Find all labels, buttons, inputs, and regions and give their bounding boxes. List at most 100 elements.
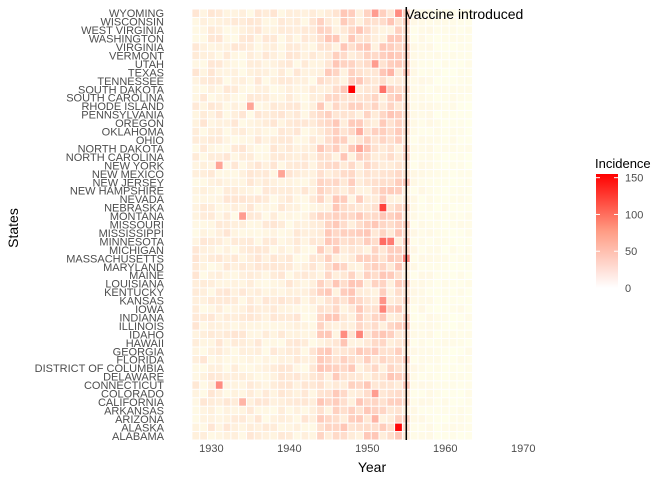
- heatmap-cell: [231, 339, 239, 347]
- y-tick-label: WYOMING: [109, 8, 164, 20]
- heatmap-cell: [246, 364, 254, 372]
- heatmap-cell: [441, 51, 449, 60]
- heatmap-cell: [317, 389, 324, 398]
- heatmap-cell: [192, 68, 200, 77]
- heatmap-cell: [348, 34, 356, 43]
- heatmap-cell: [293, 229, 301, 237]
- heatmap-cell: [332, 178, 340, 186]
- heatmap-cell: [465, 271, 473, 279]
- heatmap-cell: [246, 313, 254, 322]
- heatmap-cell: [293, 415, 301, 423]
- heatmap-cell: [340, 423, 348, 432]
- heatmap-cell: [441, 119, 449, 127]
- heatmap-cell: [418, 296, 426, 305]
- heatmap-cell: [285, 355, 293, 364]
- heatmap-cell: [387, 9, 395, 17]
- heatmap-cell: [231, 229, 239, 237]
- heatmap-cell: [246, 212, 254, 220]
- heatmap-cell: [363, 246, 371, 254]
- heatmap-cell: [317, 60, 324, 68]
- heatmap-cell: [332, 136, 340, 144]
- heatmap-cell: [465, 68, 473, 77]
- heatmap-cell: [395, 322, 402, 330]
- heatmap-cell: [387, 77, 395, 85]
- heatmap-cell: [418, 381, 426, 389]
- heatmap-cell: [200, 110, 207, 119]
- heatmap-cell: [293, 246, 301, 254]
- y-axis-tick-labels: ALABAMAALASKAARIZONAARKANSASCALIFORNIACO…: [35, 8, 165, 443]
- heatmap-cell: [293, 68, 301, 77]
- heatmap-cell: [426, 279, 434, 288]
- heatmap-cell: [418, 372, 426, 381]
- heatmap-cell: [200, 288, 207, 296]
- heatmap-cell: [270, 9, 278, 17]
- heatmap-cell: [200, 237, 207, 246]
- heatmap-cell: [192, 203, 200, 212]
- heatmap-cell: [324, 60, 332, 68]
- heatmap-cell: [278, 271, 285, 279]
- heatmap-cell: [395, 195, 402, 203]
- heatmap-cell: [215, 94, 223, 102]
- heatmap-cell: [223, 263, 231, 271]
- y-tick-label: NEBRASKA: [104, 203, 165, 215]
- heatmap-cell: [207, 271, 215, 279]
- heatmap-cell: [309, 406, 317, 415]
- heatmap-cell: [426, 322, 434, 330]
- heatmap-cell: [324, 85, 332, 94]
- heatmap-cell: [215, 144, 223, 153]
- heatmap-cell: [239, 423, 246, 432]
- heatmap-cell: [254, 51, 262, 60]
- heatmap-cell: [301, 119, 309, 127]
- heatmap-cell: [410, 178, 418, 186]
- heatmap-cell: [231, 17, 239, 26]
- heatmap-cell: [457, 381, 465, 389]
- heatmap-cell: [324, 415, 332, 423]
- heatmap-cell: [371, 237, 379, 246]
- heatmap-cell: [239, 389, 246, 398]
- heatmap-cell: [270, 372, 278, 381]
- heatmap-cell: [465, 203, 473, 212]
- heatmap-cell: [293, 364, 301, 372]
- heatmap-cell: [379, 161, 387, 170]
- heatmap-cell: [465, 51, 473, 60]
- heatmap-cell: [449, 110, 457, 119]
- heatmap-cell: [200, 178, 207, 186]
- heatmap-cell: [340, 43, 348, 51]
- heatmap-cell: [223, 212, 231, 220]
- heatmap-cell: [231, 144, 239, 153]
- heatmap-cell: [231, 34, 239, 43]
- heatmap-cell: [340, 144, 348, 153]
- heatmap-cell: [332, 17, 340, 26]
- heatmap-cell: [356, 313, 363, 322]
- heatmap-cell: [356, 330, 363, 339]
- heatmap-cell: [332, 322, 340, 330]
- heatmap-cell: [301, 220, 309, 229]
- heatmap-cell: [363, 415, 371, 423]
- heatmap-cell: [223, 77, 231, 85]
- heatmap-cell: [317, 372, 324, 381]
- heatmap-cell: [301, 110, 309, 119]
- heatmap-cell: [192, 288, 200, 296]
- heatmap-cell: [363, 313, 371, 322]
- heatmap-cell: [387, 432, 395, 440]
- heatmap-cell: [231, 77, 239, 85]
- heatmap-cell: [395, 271, 402, 279]
- heatmap-cell: [426, 153, 434, 161]
- heatmap-cell: [371, 51, 379, 60]
- heatmap-cell: [371, 161, 379, 170]
- heatmap-cell: [410, 170, 418, 178]
- heatmap-cell: [309, 68, 317, 77]
- heatmap-cell: [457, 186, 465, 195]
- heatmap-cell: [441, 339, 449, 347]
- heatmap-cell: [207, 85, 215, 94]
- heatmap-cell: [387, 17, 395, 26]
- heatmap-cell: [239, 77, 246, 85]
- heatmap-cell: [223, 271, 231, 279]
- heatmap-cell: [395, 220, 402, 229]
- heatmap-cell: [418, 144, 426, 153]
- heatmap-cell: [262, 406, 270, 415]
- heatmap-cell: [215, 161, 223, 170]
- heatmap-cell: [332, 51, 340, 60]
- heatmap-cell: [262, 237, 270, 246]
- heatmap-cell: [215, 186, 223, 195]
